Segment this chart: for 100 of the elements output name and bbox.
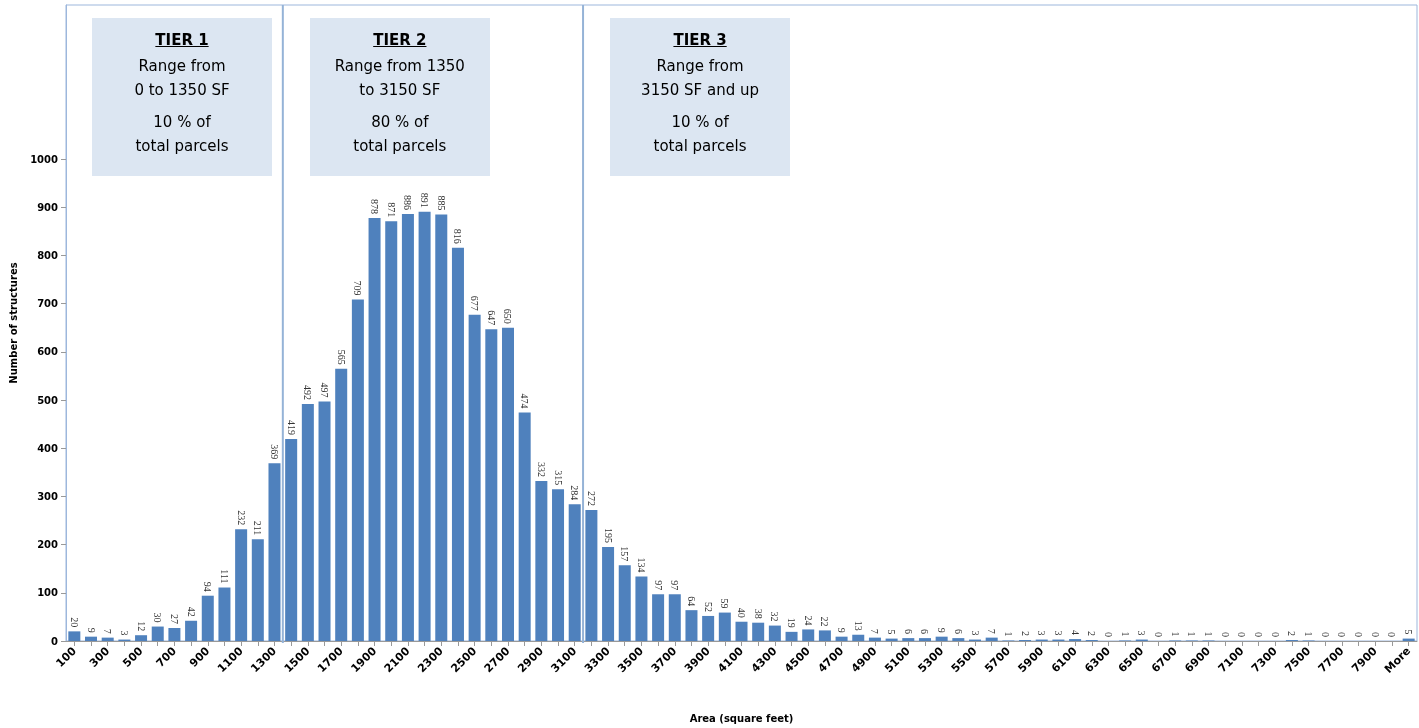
data-label: 40: [736, 607, 747, 618]
data-label: 27: [168, 613, 180, 624]
data-label: 7: [102, 628, 114, 634]
data-label: 38: [752, 608, 764, 619]
y-axis-title: Number of structures: [7, 262, 19, 384]
data-label: 9: [936, 627, 948, 633]
bar: [151, 626, 164, 641]
data-label: 1: [1186, 631, 1198, 637]
data-label: 0: [1102, 632, 1114, 637]
y-tick-label: 0: [51, 635, 59, 647]
data-label: 709: [352, 280, 364, 296]
data-label: 211: [252, 520, 264, 536]
data-label: 647: [485, 310, 497, 326]
data-label: 816: [452, 228, 464, 244]
annotation: TIER 3 Range from 3150 SF and up 10 % of total parcels: [640, 30, 760, 157]
bar: [635, 576, 648, 641]
data-label: 6: [902, 629, 914, 635]
y-tick-label: 900: [37, 201, 59, 213]
data-label: 0: [1336, 632, 1348, 637]
data-label: 52: [702, 601, 714, 612]
bar: [168, 627, 181, 641]
y-tick-label: 100: [37, 587, 59, 599]
data-label: 30: [152, 612, 164, 623]
bar: [501, 327, 514, 641]
data-label: 878: [369, 198, 381, 214]
data-label: 42: [185, 606, 197, 617]
bar: [852, 634, 865, 641]
bar: [518, 412, 531, 641]
data-label: 7: [869, 628, 881, 634]
bar: [918, 638, 931, 641]
bar: [418, 211, 431, 641]
data-label: 284: [569, 485, 581, 501]
data-label: 12: [135, 621, 147, 632]
y-tick-label: 500: [37, 394, 59, 406]
bar: [68, 631, 81, 641]
data-label: 1: [1303, 631, 1315, 637]
data-label: 2: [1286, 631, 1298, 637]
y-tick-label: 700: [37, 298, 59, 310]
data-label: 369: [268, 444, 280, 460]
data-label: 97: [669, 580, 681, 591]
data-label: 677: [469, 295, 481, 311]
data-label: 19: [786, 617, 798, 628]
data-label: 24: [802, 615, 814, 626]
data-label: 4: [1069, 630, 1081, 636]
bar: [451, 247, 464, 641]
annotation: TIER 1 Range from 0 to 1350 SF 10 % of total parcels: [133, 30, 231, 157]
data-label: 5: [886, 629, 898, 635]
x-axis-title: Area (square feet): [689, 712, 794, 724]
bar: [235, 529, 248, 641]
bar: [485, 329, 498, 641]
data-label: 22: [819, 616, 831, 627]
bar: [652, 594, 665, 641]
bar: [401, 214, 414, 641]
data-label: 565: [335, 349, 347, 365]
data-label: 650: [502, 308, 514, 324]
data-label: 6: [952, 629, 964, 635]
bar: [768, 625, 781, 641]
data-label: 2: [1019, 631, 1031, 637]
bar: [802, 629, 815, 641]
data-label: 32: [769, 611, 781, 622]
y-tick-label: 800: [37, 250, 59, 262]
bar: [952, 638, 965, 641]
bar: [818, 630, 831, 641]
bar: [301, 403, 314, 641]
bar: [385, 221, 398, 641]
bar: [752, 622, 765, 641]
data-label: 492: [302, 384, 314, 400]
data-label: 886: [402, 195, 414, 211]
bar: [268, 463, 281, 641]
y-tick-label: 1000: [30, 153, 59, 165]
data-label: 97: [652, 580, 664, 591]
data-label: 195: [602, 528, 614, 544]
data-label: 3: [969, 630, 981, 636]
bar: [685, 610, 698, 641]
bar: [785, 631, 798, 641]
bar: [602, 547, 615, 641]
data-label: 474: [519, 393, 531, 409]
data-label: 1: [1119, 631, 1131, 637]
data-label: 0: [1386, 632, 1398, 637]
data-label: 7: [986, 628, 998, 634]
data-label: 0: [1353, 632, 1365, 637]
bar: [552, 489, 565, 641]
data-label: 64: [685, 596, 697, 607]
bar: [835, 636, 848, 641]
data-label: 94: [202, 581, 214, 592]
text-box: TIER 1 Range from 0 to 1350 SF 10 % of total parcels: [92, 18, 272, 176]
y-tick-label: 200: [37, 539, 59, 551]
bar: [702, 615, 715, 641]
bar: [351, 299, 364, 641]
y-tick-label: 400: [37, 442, 59, 454]
bar: [935, 636, 948, 641]
bar: [185, 620, 198, 641]
data-label: 3: [1052, 630, 1064, 636]
data-label: 5: [1403, 629, 1415, 635]
data-label: 232: [235, 510, 247, 526]
data-label: 0: [1319, 632, 1331, 637]
data-label: 3: [1136, 630, 1148, 636]
data-label: 419: [285, 420, 297, 436]
data-label: 0: [1152, 632, 1164, 637]
annotation: TIER 2 Range from 1350 to 3150 SF 80 % of total parcels: [333, 30, 466, 157]
